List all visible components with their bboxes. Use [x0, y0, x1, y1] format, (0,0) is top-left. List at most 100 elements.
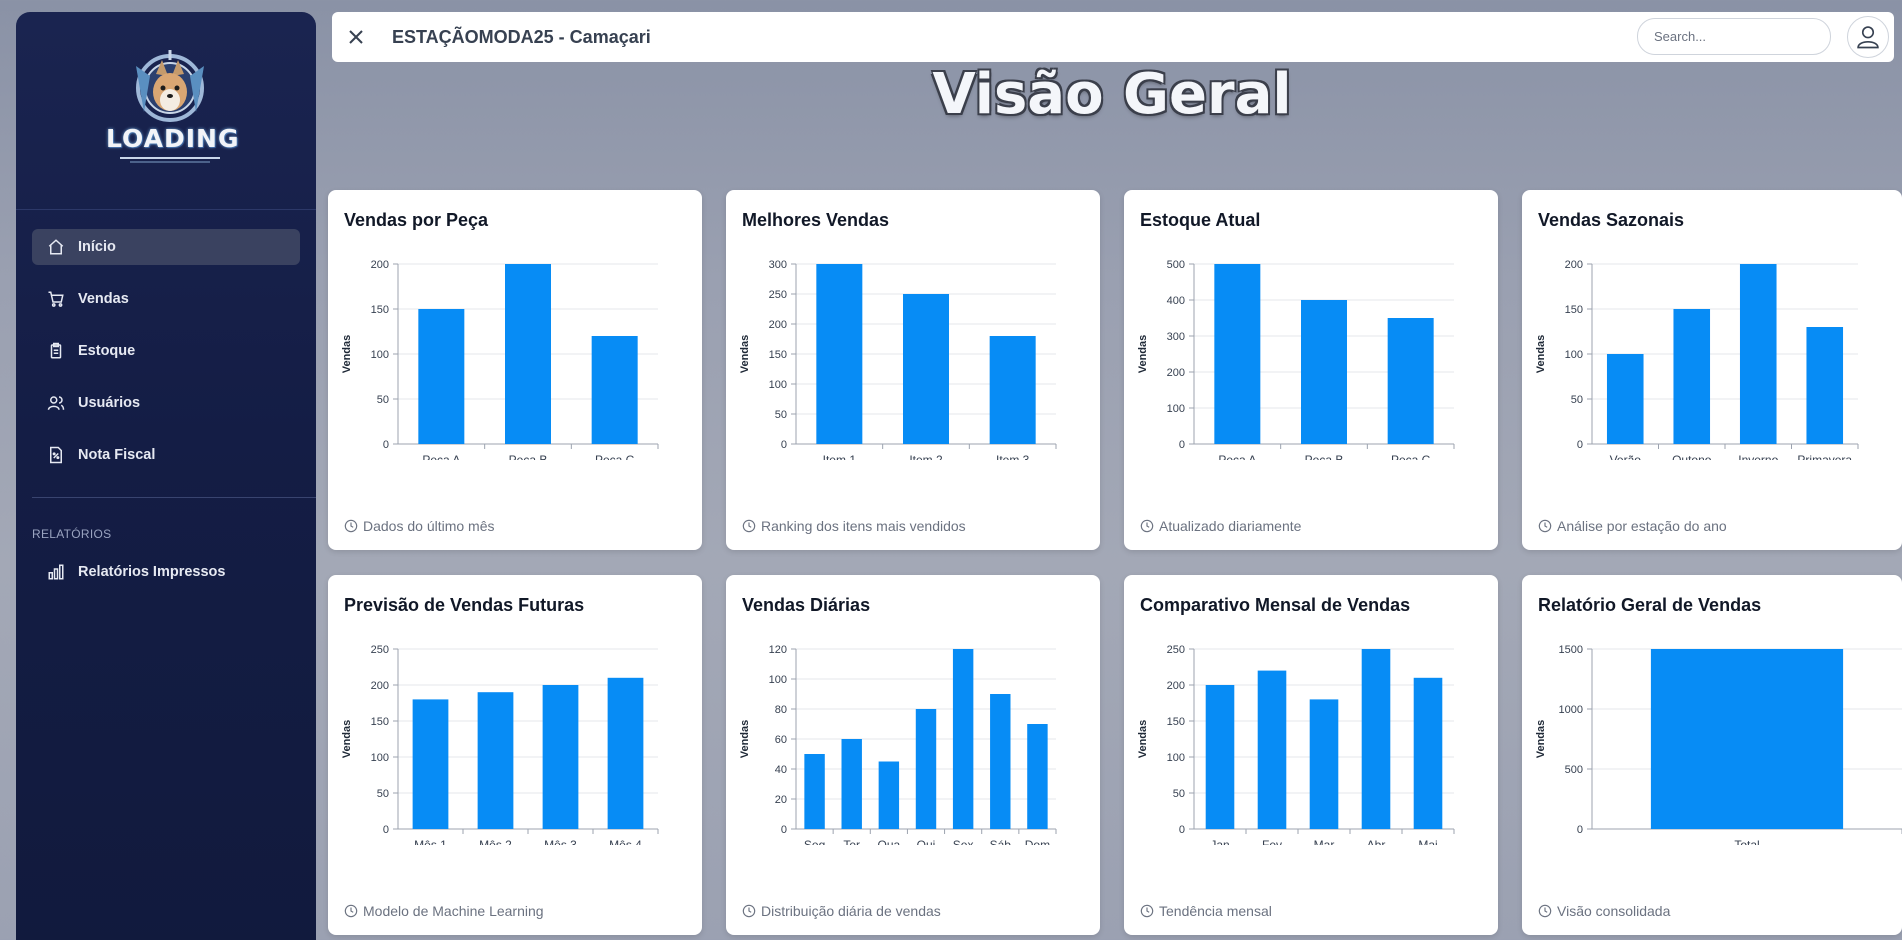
- bar-chart: 0 50 100 150 200 250 300 Vendas Item 1 Item 2 Item…: [739, 259, 1057, 467]
- chart: 0 50 100 150 200 250 300 Vendas Item 1 Item 2 Item…: [726, 250, 1100, 467]
- bar-sab[interactable]: [990, 694, 1011, 829]
- bar-peca-c[interactable]: [1387, 318, 1434, 444]
- x-tick-label: Abr: [1367, 838, 1386, 845]
- x-tick-label: Outono: [1672, 453, 1712, 460]
- y-tick-label: 400: [1167, 295, 1185, 307]
- x-tick-label: Item 3: [996, 453, 1030, 460]
- card-footer: Tendência mensal: [1140, 903, 1272, 919]
- card-title: Melhores Vendas: [742, 210, 890, 230]
- bar-primavera[interactable]: [1806, 327, 1844, 444]
- avatar[interactable]: [1847, 16, 1889, 58]
- x-tick-label: Jan: [1210, 838, 1229, 845]
- sidebar-item-vendas[interactable]: Vendas: [32, 281, 300, 317]
- chart-card-relatorio-geral-de-vendas: Relatório Geral de Vendas 0 500 1000 1500 Ven…: [1522, 575, 1902, 935]
- search-input[interactable]: [1637, 18, 1831, 55]
- y-tick-label: 200: [371, 259, 389, 271]
- husky-crosshair-icon: [136, 50, 204, 122]
- y-tick-label: 50: [775, 409, 787, 421]
- chart-card-vendas-sazonais: Vendas Sazonais 0 50 100 150 200 Vendas Verão Ou…: [1522, 190, 1902, 550]
- sidebar-item-relatorios-impressos[interactable]: Relatórios Impressos: [32, 554, 300, 590]
- bar-chart: 0 50 100 150 200 Vendas Verão Outono Inverno Prim…: [1535, 259, 1859, 467]
- card-title: Previsão de Vendas Futuras: [344, 595, 585, 615]
- bar-verao[interactable]: [1606, 354, 1644, 444]
- y-tick-label: 100: [1565, 349, 1583, 361]
- chart-card-melhores-vendas: Melhores Vendas 0 50 100 150 200 250 300 Vendas I…: [726, 190, 1100, 550]
- bar-fev[interactable]: [1257, 670, 1287, 829]
- bar-mes-1[interactable]: [412, 699, 449, 829]
- brand-logo[interactable]: LOADING: [106, 46, 238, 166]
- card-footer-text: Análise por estação do ano: [1557, 518, 1727, 534]
- card-footer-text: Tendência mensal: [1159, 903, 1272, 919]
- bar-mes-2[interactable]: [477, 692, 514, 829]
- card-title: Vendas por Peça: [344, 210, 489, 230]
- bar-dom[interactable]: [1027, 724, 1048, 829]
- clock-icon: [344, 519, 358, 533]
- close-button[interactable]: [344, 25, 368, 49]
- bar-mai[interactable]: [1413, 677, 1443, 829]
- chart: 0 20 40 60 80 100 120 Vendas Seg Ter Qua Qui Sex Sáb D…: [726, 635, 1100, 852]
- bar-item-2[interactable]: [903, 294, 949, 444]
- sidebar-item-estoque[interactable]: Estoque: [32, 333, 300, 369]
- bar-chart: 0 50 100 150 200 Vendas Peça A Peça B Peça C: [341, 259, 659, 467]
- card-footer: Distribuição diária de vendas: [742, 903, 941, 919]
- y-tick-label: 250: [1167, 644, 1185, 656]
- bar-mes-3[interactable]: [542, 685, 579, 829]
- x-tick-label: Sáb: [990, 838, 1012, 845]
- y-tick-label: 200: [1167, 367, 1185, 379]
- y-axis-label: Vendas: [1137, 335, 1149, 374]
- bar-qua[interactable]: [878, 761, 900, 830]
- bar-peca-b[interactable]: [505, 264, 551, 444]
- bar-jan[interactable]: [1205, 685, 1235, 829]
- card-footer: Dados do último mês: [344, 518, 495, 534]
- x-tick-label: Inverno: [1738, 453, 1778, 460]
- home-icon: [46, 237, 66, 257]
- y-tick-label: 500: [1565, 764, 1583, 776]
- bar-outono[interactable]: [1673, 309, 1711, 444]
- y-tick-label: 1500: [1559, 644, 1583, 656]
- sidebar: LOADING Início Vendas Estoque: [16, 12, 316, 940]
- clipboard-icon: [46, 341, 66, 361]
- sidebar-nav: Início Vendas Estoque Usuários Nota Fisc…: [32, 229, 300, 489]
- bar-seg[interactable]: [804, 754, 825, 829]
- y-tick-label: 1000: [1559, 704, 1583, 716]
- x-tick-label: Item 1: [823, 453, 857, 460]
- bar-peca-c[interactable]: [591, 336, 638, 444]
- y-tick-label: 150: [371, 716, 389, 728]
- card-footer-text: Visão consolidada: [1557, 903, 1671, 919]
- y-tick-label: 50: [1571, 394, 1583, 406]
- y-axis-label: Vendas: [341, 335, 353, 374]
- bar-item-3[interactable]: [989, 336, 1036, 444]
- y-tick-label: 200: [371, 680, 389, 692]
- sidebar-item-usuarios[interactable]: Usuários: [32, 385, 300, 421]
- bar-chart: 0 100 200 300 400 500 Vendas Peça A Peça B Peça C: [1137, 259, 1455, 467]
- sidebar-item-inicio[interactable]: Início: [32, 229, 300, 265]
- x-tick-label: Peça B: [1305, 453, 1344, 460]
- bar-mar[interactable]: [1309, 699, 1339, 829]
- y-tick-label: 0: [1577, 439, 1583, 451]
- bar-peca-a[interactable]: [418, 309, 465, 444]
- chart: 0 100 200 300 400 500 Vendas Peça A Peça B Peça C: [1124, 250, 1498, 467]
- x-tick-label: Peça C: [595, 453, 635, 460]
- bar-peca-b[interactable]: [1301, 300, 1347, 444]
- y-tick-label: 250: [769, 289, 787, 301]
- y-tick-label: 120: [769, 644, 787, 656]
- y-tick-label: 40: [775, 764, 787, 776]
- clock-icon: [742, 519, 756, 533]
- card-footer: Ranking dos itens mais vendidos: [742, 518, 966, 534]
- y-tick-label: 200: [1167, 680, 1185, 692]
- sidebar-item-nota-fiscal[interactable]: Nota Fiscal: [32, 437, 300, 473]
- bar-inverno[interactable]: [1739, 264, 1777, 444]
- bar-qui[interactable]: [915, 709, 937, 829]
- bar-total[interactable]: [1650, 649, 1844, 829]
- bar-sex[interactable]: [952, 649, 974, 829]
- bar-peca-a[interactable]: [1214, 264, 1261, 444]
- bar-mes-4[interactable]: [607, 677, 644, 829]
- y-tick-label: 0: [1179, 824, 1185, 836]
- y-tick-label: 100: [1167, 752, 1185, 764]
- chart: 0 50 100 150 200 Vendas Peça A Peça B Peça C: [328, 250, 702, 467]
- x-tick-label: Qui: [917, 838, 936, 845]
- bar-ter[interactable]: [841, 739, 862, 829]
- x-tick-label: Mês 4: [609, 838, 642, 845]
- bar-abr[interactable]: [1361, 649, 1391, 829]
- bar-item-1[interactable]: [816, 264, 863, 444]
